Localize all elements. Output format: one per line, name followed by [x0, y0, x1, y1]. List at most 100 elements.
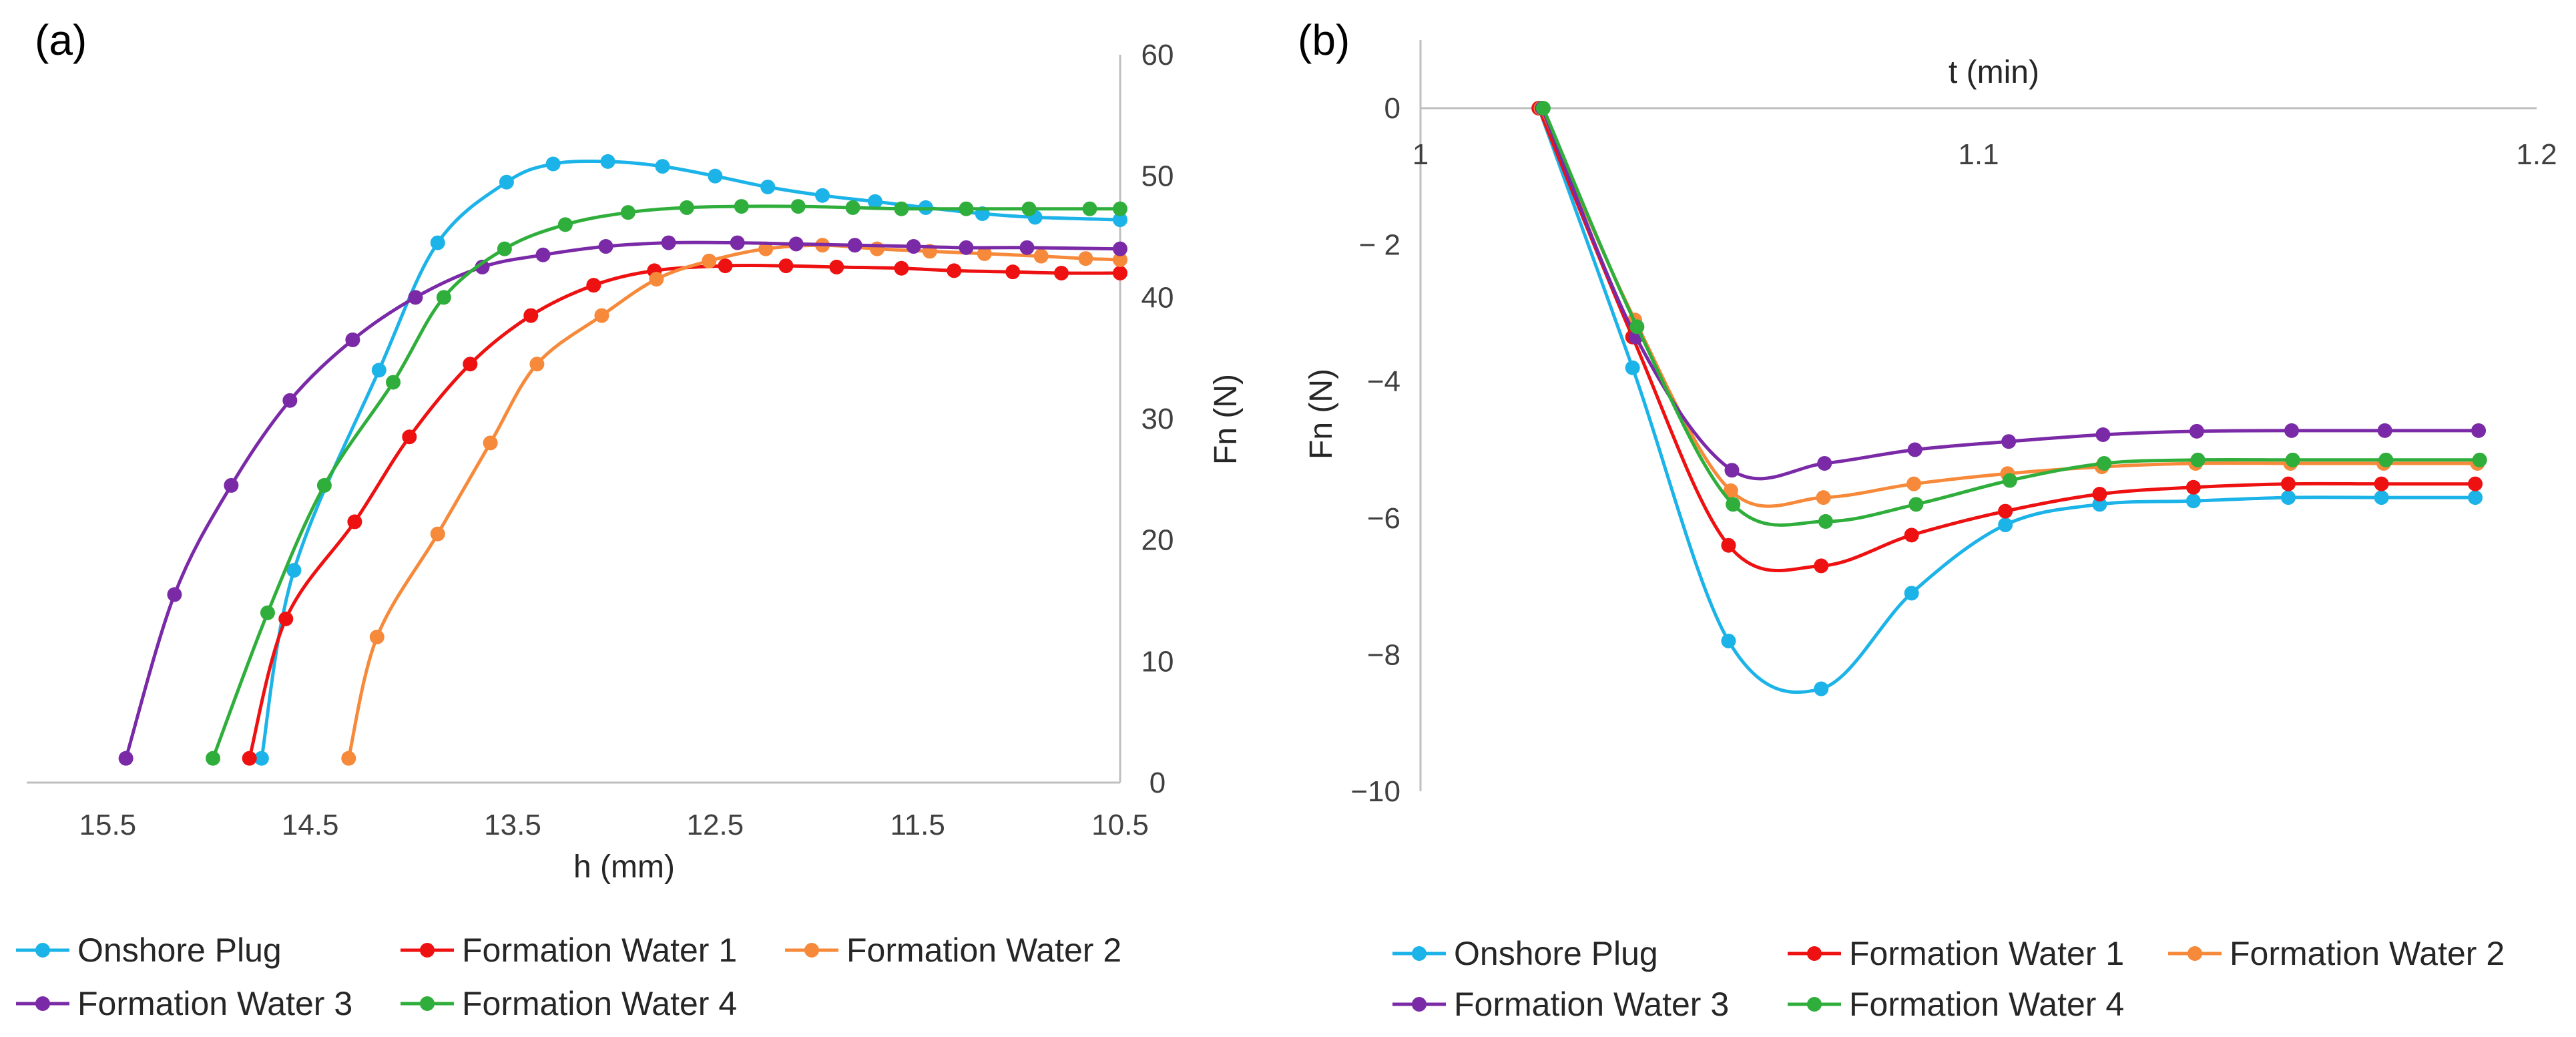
chart-b-series-formation-water-3 [1535, 101, 2487, 481]
chart-a-point [730, 235, 745, 250]
chart-a-legend-label: Formation Water 4 [462, 985, 737, 1022]
chart-b-line-formation-water-4 [1541, 108, 2480, 527]
chart-a-ytick-label: 40 [1141, 281, 1174, 314]
chart-a-line-formation-water-3 [124, 240, 1121, 759]
chart-b-legend-marker [1807, 997, 1822, 1012]
chart-a-point [977, 246, 992, 261]
chart-a-point [1078, 251, 1093, 266]
chart-a-xtick-label: 15.5 [79, 809, 137, 841]
chart-b-point [1629, 319, 1645, 335]
chart-a-point [402, 429, 417, 445]
chart-a-point [734, 199, 749, 214]
chart-b-point [2001, 434, 2017, 449]
chart-a-point [430, 526, 445, 542]
chart-a-point [1082, 201, 1097, 216]
chart-a-point [206, 751, 221, 766]
chart-b-ytick-label: −4 [1367, 365, 1400, 398]
chart-b-line-formation-water-3 [1540, 108, 2479, 481]
chart-a-series-formation-water-3 [118, 235, 1127, 766]
chart-b-legend: Onshore Plug Formation Water 1 Formation W… [1392, 935, 2505, 1023]
chart-b-point [1724, 463, 1740, 478]
chart-b-series-formation-water-4 [1535, 101, 2487, 529]
chart-a-point [278, 611, 294, 626]
chart-b-legend-item-formation-water-3: Formation Water 3 [1392, 986, 1729, 1023]
chart-a-point [286, 563, 302, 578]
chart-b-point [1904, 586, 1919, 601]
chart-a-point [523, 308, 539, 323]
chart-b-legend-item-formation-water-2: Formation Water 2 [2168, 935, 2505, 972]
chart-a-series [118, 154, 1127, 766]
chart-b-line-onshore-plug [1537, 108, 2475, 694]
chart-b-point [2374, 490, 2389, 505]
chart-a-xtick-label: 13.5 [484, 809, 541, 841]
chart-b-legend-label: Formation Water 2 [2230, 935, 2505, 972]
chart-a-tick-labels: 15.5 14.5 13.5 12.5 11.5 10.50 10 20 30 40 50 60 [79, 39, 1174, 841]
chart-a-series-formation-water-4 [206, 199, 1127, 766]
chart-b-ytick-label: −8 [1367, 638, 1400, 671]
chart-a-point [408, 290, 423, 305]
chart-a-point [529, 357, 545, 372]
chart-a-point [655, 159, 670, 174]
chart-b-point [1906, 476, 1922, 491]
chart-a-legend-item-formation-water-4: Formation Water 4 [401, 985, 737, 1022]
chart-b-point [1998, 517, 2013, 533]
chart-a-point [959, 240, 974, 255]
chart-a-legend-marker [35, 996, 50, 1011]
chart-a-ytick-label: 50 [1141, 160, 1174, 193]
chart-a-xlabel: h (mm) [573, 849, 675, 885]
chart-a-line-formation-water-1 [248, 263, 1121, 759]
chart-a-legend-label: Formation Water 3 [77, 985, 352, 1022]
chart-b-point [2185, 493, 2201, 509]
chart-a-legend-label: Formation Water 2 [846, 931, 1121, 969]
chart-a-legend-item-onshore-plug: Onshore Plug [16, 931, 282, 969]
chart-a-legend-label: Onshore Plug [77, 931, 282, 969]
chart-b-point [2468, 476, 2483, 491]
chart-b-point [2468, 490, 2483, 505]
chart-a-point [679, 200, 694, 215]
chart-a-point [545, 156, 561, 172]
chart-a-point [1113, 241, 1127, 256]
chart-b-point [2378, 452, 2394, 467]
chart-a-point [1005, 264, 1021, 280]
chart-a-point [649, 272, 664, 287]
chart-a-point [594, 308, 609, 323]
chart-a-ylabel: Fn (N) [1208, 374, 1244, 465]
chart-a-point [867, 194, 882, 209]
chart-a-legend-marker [420, 996, 435, 1011]
chart-a-axes [27, 55, 1121, 784]
chart-b-ytick-label: −10 [1350, 775, 1400, 808]
chart-b-point [1625, 360, 1640, 375]
chart-a-point [282, 393, 298, 408]
chart-b-legend-item-formation-water-1: Formation Water 1 [1788, 935, 2124, 972]
chart-a-point [1054, 266, 1069, 280]
chart-a-series-formation-water-1 [242, 258, 1127, 766]
chart-b-legend-label: Formation Water 3 [1454, 986, 1729, 1023]
chart-b-xlabel: t (min) [1949, 55, 2039, 90]
chart-a-legend-item-formation-water-2: Formation Water 2 [785, 931, 1121, 969]
chart-b-point [1908, 497, 1924, 512]
chart-a-legend: Onshore Plug Formation Water 1 Formation W… [16, 931, 1121, 1022]
chart-b-point [2472, 452, 2487, 467]
chart-a-legend-marker [35, 943, 50, 958]
chart-b-ytick-label: − 2 [1359, 229, 1400, 262]
chart-a-point [1021, 201, 1037, 216]
chart-a-point [475, 259, 490, 274]
chart-b-point [2280, 490, 2296, 505]
chart-b-point [1907, 442, 1922, 457]
chart-a-point [316, 477, 332, 493]
chart-a-ytick-label: 10 [1141, 645, 1174, 678]
chart-a-point [870, 241, 884, 256]
chart-b-point [1998, 503, 2013, 519]
chart-b-legend-marker [1412, 946, 1427, 961]
panel-label-a: (a) [35, 16, 87, 64]
chart-a-point [345, 332, 360, 347]
chart-a-point [1113, 201, 1127, 216]
chart-a-point [708, 168, 723, 184]
chart-a-point [260, 605, 275, 620]
chart-a-line-onshore-plug [260, 159, 1121, 759]
chart-b-point [2374, 476, 2389, 491]
chart-b-axes [1419, 40, 2537, 791]
chart-a-point [894, 260, 909, 276]
chart-b-point [2092, 497, 2107, 512]
